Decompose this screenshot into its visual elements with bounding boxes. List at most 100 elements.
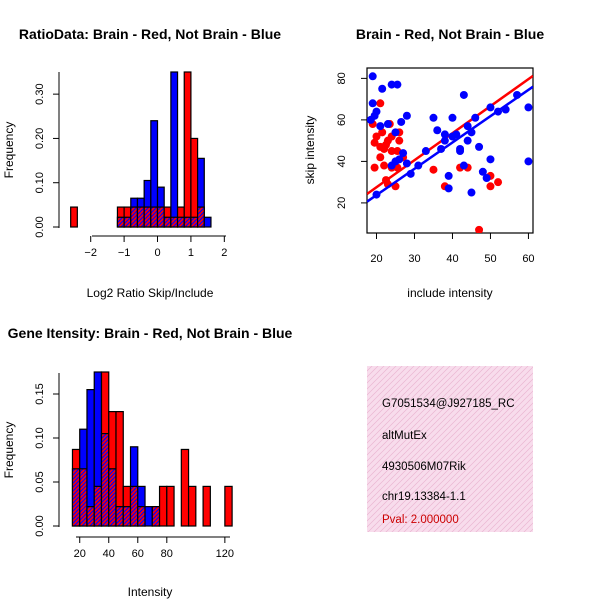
scatter-points (367, 72, 533, 233)
intensity-y-tick-label: 0.15 (34, 383, 46, 404)
brain-point (395, 136, 404, 145)
not-brain-point (387, 80, 396, 89)
brain-point (494, 178, 503, 187)
ratio-brain-bar (190, 137, 199, 228)
brain-point (376, 153, 385, 162)
scatter-y-ticks: 20 40 60 80 (336, 72, 367, 209)
not-brain-point (524, 157, 533, 166)
intensity-overlap-bar (108, 468, 117, 527)
not-brain-point (524, 103, 533, 112)
not-brain-point (444, 171, 453, 180)
info-pval: Pval: 2.000000 (382, 514, 459, 526)
scatter-x-tick-label: 20 (370, 253, 382, 265)
not-brain-point (452, 130, 461, 139)
not-brain-point (459, 90, 468, 99)
brain-point (486, 182, 495, 191)
ratio-chart-title: RatioData: Brain - Red, Not Brain - Blue (19, 26, 281, 42)
not-brain-point (448, 113, 457, 122)
info-probe-id: G7051534@J927185_RC (382, 398, 515, 410)
not-brain-point (478, 167, 487, 176)
not-brain-point (459, 161, 468, 170)
not-brain-point (368, 72, 377, 81)
not-brain-point (486, 155, 495, 164)
ratio-overlap-bar (136, 206, 145, 228)
ratio-overlap-bar (176, 216, 185, 228)
scatter-x-tick-label: 40 (446, 253, 458, 265)
scatter-x-label: include intensity (407, 286, 492, 300)
ratio-y-ticks: 0.00 0.10 0.20 0.30 (34, 83, 59, 238)
scatter-chart-title: Brain - Red, Not Brain - Blue (356, 26, 544, 42)
intensity-bars (71, 371, 233, 527)
not-brain-point (482, 174, 491, 182)
intensity-overlap-bar (93, 485, 103, 527)
intensity-brain-bar (180, 448, 190, 527)
not-brain-point (467, 188, 476, 197)
ratio-y-label: Frequency (2, 122, 16, 179)
not-brain-point (383, 120, 392, 129)
scatter-x-tick-label: 50 (484, 253, 496, 265)
intensity-brain-bar (202, 485, 211, 527)
not-brain-point (440, 136, 449, 145)
ratio-x-tick-label: 2 (221, 247, 227, 259)
scatter-y-tick-label: 20 (336, 197, 348, 209)
intensity-brain-bar (158, 485, 168, 527)
ratio-y-tick-label: 0.00 (34, 216, 46, 237)
not-brain-point (391, 128, 400, 137)
brain-point (387, 147, 396, 156)
intensity-brain-bar (187, 485, 197, 527)
ratio-y-tick-label: 0.10 (34, 172, 46, 193)
not-brain-point (368, 99, 377, 108)
ratio-not-brain-bar (170, 71, 179, 228)
intensity-y-ticks: 0.00 0.05 0.10 0.15 (34, 383, 59, 537)
not-brain-point (393, 80, 402, 89)
ratio-overlap-bar (190, 216, 199, 228)
intensity-y-tick-label: 0.10 (34, 427, 46, 448)
scatter-y-label: skip intensity (303, 116, 317, 185)
intensity-overlap-bar (129, 485, 139, 527)
ratio-overlap-bar (123, 216, 132, 228)
ratio-overlap-bar (196, 206, 205, 228)
info-location: chr19.13384-1.1 (382, 491, 466, 503)
intensity-not-brain-bar (144, 506, 153, 527)
intensity-y-tick-label: 0.05 (34, 471, 46, 492)
scatter-y-tick-label: 60 (336, 114, 348, 126)
brain-point (380, 161, 389, 170)
ratio-y-tick-label: 0.20 (34, 128, 46, 149)
intensity-overlap-bar (151, 506, 161, 527)
not-brain-point (395, 155, 404, 164)
intensity-y-label: Frequency (2, 422, 16, 479)
info-box-background (367, 366, 533, 532)
ratio-x-tick-label: −2 (84, 247, 97, 259)
scatter-x-ticks: 20 30 40 50 60 (370, 233, 535, 265)
ratio-overlap-bar (163, 216, 172, 228)
scatter-panel: Brain - Red, Not Brain - Blue 20 30 40 50 60… (303, 26, 544, 300)
not-brain-point (486, 103, 495, 112)
intensity-x-tick-label: 20 (74, 548, 86, 560)
intensity-x-ticks: 20 40 60 80 120 (74, 537, 234, 560)
not-brain-point (399, 149, 408, 158)
scatter-y-tick-label: 40 (336, 155, 348, 167)
ratio-x-tick-label: 1 (188, 247, 194, 259)
ratio-brain-bar (70, 206, 78, 228)
brain-point (429, 165, 438, 174)
ratio-overlap-bar (143, 206, 152, 228)
intensity-x-tick-label: 40 (103, 548, 115, 560)
brain-point (376, 99, 385, 108)
ratio-not-brain-bar (203, 216, 212, 228)
not-brain-point (471, 113, 480, 122)
ratio-bars (70, 71, 212, 228)
ratio-x-ticks: −2 −1 0 1 2 (84, 236, 227, 259)
intensity-overlap-bar (122, 506, 132, 527)
intensity-overlap-bar (137, 506, 146, 527)
intensity-chart-title: Gene Itensity: Brain - Red, Not Brain - … (8, 325, 293, 341)
ratio-overlap-bar (170, 216, 179, 228)
ratio-x-tick-label: 0 (154, 247, 160, 259)
brain-point (475, 225, 484, 233)
ratio-overlap-bar (150, 206, 159, 228)
not-brain-point (421, 147, 430, 156)
intensity-not-brain-bar (86, 389, 95, 527)
intensity-brain-bar (166, 485, 175, 527)
not-brain-point (456, 144, 465, 153)
brain-point (370, 138, 379, 147)
